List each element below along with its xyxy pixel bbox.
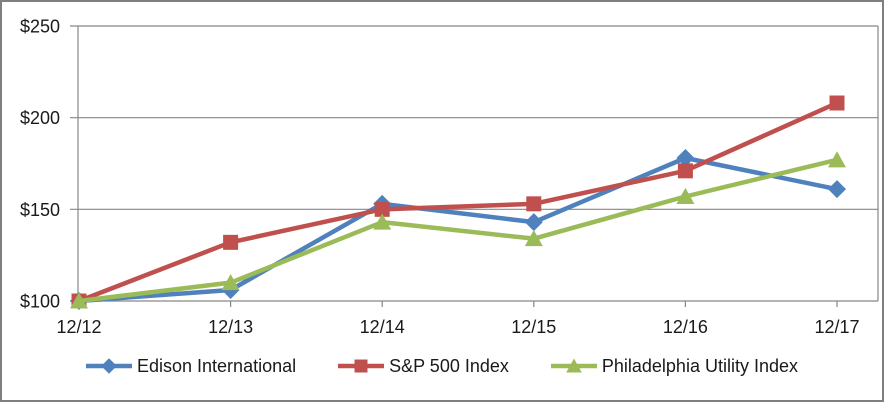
legend-swatch-square-icon <box>338 359 385 373</box>
x-tick-label: 12/14 <box>360 317 405 337</box>
x-tick-label: 12/16 <box>663 317 708 337</box>
x-tick-label: 12/12 <box>56 317 101 337</box>
legend-item-edison-international: Edison International <box>86 356 296 376</box>
legend-swatch-diamond-icon <box>86 358 132 374</box>
data-point-s-p-500-index-12-16 <box>677 163 693 179</box>
line-chart: $100 $150 $200 $250 12/12 12/13 12/14 12/15 12/1… <box>20 17 879 337</box>
legend-label: Edison International <box>137 356 297 376</box>
y-tick-label: $250 <box>20 17 60 37</box>
series-line-s-p-500-index <box>76 100 840 304</box>
x-tick-label: 12/13 <box>208 317 253 337</box>
data-point-s-p-500-index-12-13 <box>223 234 239 250</box>
data-point-philadelphia-utility-index-12-14 <box>373 213 392 230</box>
data-point-philadelphia-utility-index-12-15 <box>524 230 543 247</box>
legend-label: S&P 500 Index <box>389 356 509 376</box>
data-point-edison-international-12-15 <box>524 213 543 232</box>
legend-label: Philadelphia Utility Index <box>601 356 798 376</box>
legend-item-philadelphia-utility-index: Philadelphia Utility Index <box>550 356 798 376</box>
data-point-s-p-500-index-12-15 <box>526 196 542 212</box>
data-point-s-p-500-index-12-14 <box>374 201 390 217</box>
series-line-philadelphia-utility-index <box>76 157 840 304</box>
y-tick-label: $200 <box>20 108 60 128</box>
series-philadelphia-utility-index <box>70 151 846 309</box>
data-point-s-p-500-index-12-17 <box>829 95 845 111</box>
y-tick-label: $100 <box>20 292 60 312</box>
data-point-edison-international-12-16 <box>676 149 695 167</box>
legend-swatch-marker <box>566 358 582 373</box>
legend-swatch-triangle-icon <box>550 358 597 373</box>
series-s-p-500-index <box>71 95 845 309</box>
data-point-philadelphia-utility-index-12-12 <box>70 292 88 309</box>
data-point-philadelphia-utility-index-12-13 <box>221 274 240 291</box>
data-point-philadelphia-utility-index-12-16 <box>676 187 695 204</box>
x-tick-label: 12/17 <box>814 317 859 337</box>
legend-swatch-marker <box>354 359 368 373</box>
legend-item-sp500-index: S&P 500 Index <box>338 356 509 376</box>
series-line-edison-international <box>76 155 840 304</box>
data-point-philadelphia-utility-index-12-17 <box>828 151 846 168</box>
x-tick-label: 12/15 <box>511 317 556 337</box>
legend-swatch-marker <box>101 358 117 374</box>
y-tick-label: $150 <box>20 200 60 220</box>
data-point-edison-international-12-17 <box>828 180 846 199</box>
legend: Edison International S&P 500 Index Phila… <box>2 354 882 378</box>
